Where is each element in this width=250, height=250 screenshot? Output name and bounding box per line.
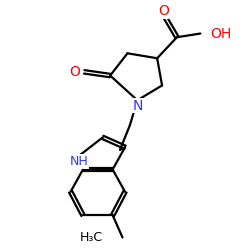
Text: O: O (158, 4, 169, 18)
Text: O: O (70, 65, 80, 79)
Text: H₃C: H₃C (80, 231, 103, 244)
Text: NH: NH (70, 155, 89, 168)
Text: OH: OH (210, 26, 231, 40)
Text: N: N (132, 99, 142, 113)
